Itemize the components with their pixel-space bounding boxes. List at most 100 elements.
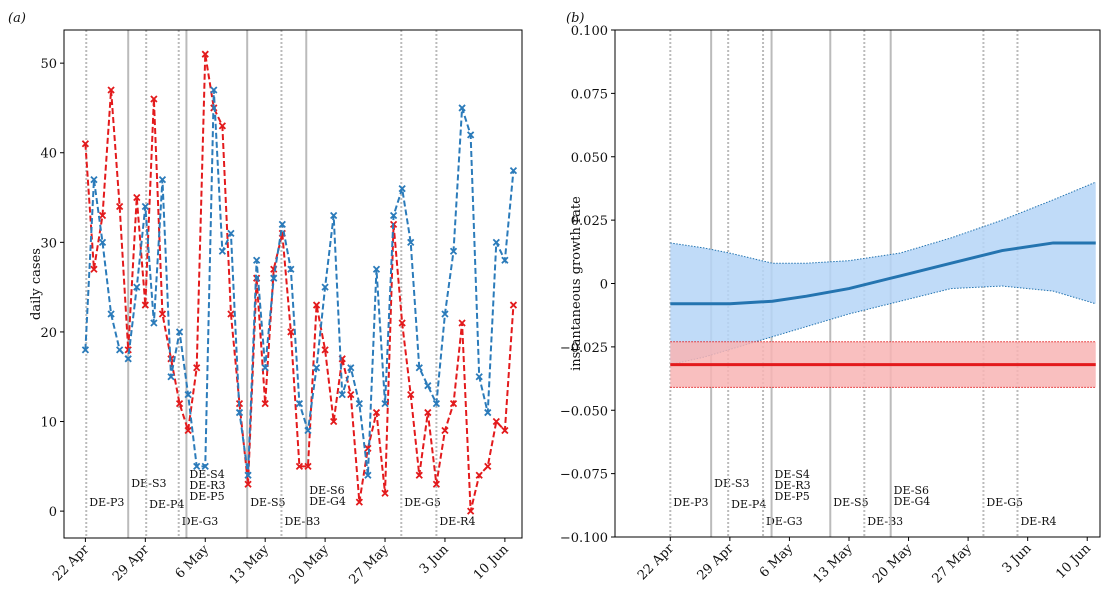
x-marker [484,408,492,417]
x-marker [184,426,192,435]
x-marker [321,283,329,291]
y-tick-label: −0.050 [560,404,608,419]
x-marker [347,364,355,372]
x-tick-label: 20 May [870,541,916,587]
event-label: DE-B3 [867,515,903,528]
event-label: DE-R3 [189,479,225,492]
x-marker [501,426,509,435]
x-marker [449,399,458,408]
y-tick-label: 0 [600,278,608,293]
x-marker [158,310,167,318]
x-marker [218,247,227,255]
event-label: DE-P5 [775,490,810,503]
y-tick-label: 0.100 [571,24,608,39]
x-marker [492,417,500,426]
x-marker [210,86,218,94]
x-marker [441,310,449,318]
event-label: DE-B3 [284,515,320,528]
x-marker [193,364,201,372]
x-marker [441,426,449,435]
x-marker [201,50,209,58]
event-label: DE-P3 [89,496,124,509]
event-label: DE-P4 [149,498,184,511]
event-label: DE-G3 [766,515,803,528]
x-marker [98,211,107,220]
x-marker [261,364,269,372]
x-tick-label: 13 May [810,541,856,587]
y-tick-label: 30 [40,236,57,251]
y-tick-label: 0 [49,505,57,520]
x-tick-label: 29 Apr [110,542,153,585]
event-label: DE-P5 [189,490,224,503]
y-axis-label: instantaneous growth rate [569,196,584,371]
x-marker [424,382,432,390]
y-tick-label: 50 [40,57,57,72]
x-marker [509,301,518,309]
x-marker [287,328,295,336]
x-tick-label: 27 May [930,541,976,587]
x-marker [509,167,518,175]
x-marker [398,184,406,193]
x-tick-label: 22 Apr [635,541,678,584]
event-label: DE-S3 [131,477,166,490]
x-marker [167,373,175,381]
x-marker [432,399,441,408]
x-marker [235,408,244,417]
x-marker [107,86,115,94]
x-marker [466,507,475,515]
x-marker [407,238,415,246]
x-marker [407,391,415,399]
x-marker [432,480,441,488]
x-marker [381,489,389,497]
event-label: DE-S5 [833,496,868,509]
x-marker [475,373,483,381]
event-label: DE-S4 [189,468,224,481]
x-tick-label: 3 Jun [417,542,452,577]
x-marker [347,391,355,399]
event-label: DE-G5 [986,496,1023,509]
x-marker [398,319,406,327]
x-marker [175,399,184,408]
x-marker [415,364,423,372]
x-marker [124,346,132,354]
x-marker [90,175,98,184]
series-line [84,89,515,476]
series-line [84,54,515,512]
y-axis-label: daily cases [29,248,44,320]
x-tick-label: 27 May [347,542,393,588]
x-marker [501,256,509,264]
x-tick-label: 13 May [227,542,273,588]
x-marker [466,131,475,139]
x-marker [312,301,321,309]
x-marker [150,319,158,327]
y-tick-label: 40 [40,147,57,162]
x-marker [372,265,381,273]
event-label: DE-R3 [775,479,811,492]
event-label: DE-S6 [894,484,929,497]
event-label: DE-P4 [731,498,766,511]
x-marker [458,104,466,112]
x-marker [364,471,372,479]
x-marker [458,319,466,327]
y-tick-label: 10 [40,416,57,431]
x-marker [107,310,115,318]
x-marker [304,426,312,435]
x-marker [381,399,389,408]
y-tick-label: 20 [40,326,57,341]
x-marker [389,211,398,220]
x-marker [81,346,90,354]
x-marker [287,265,295,273]
x-marker [355,399,363,408]
x-marker [227,310,235,318]
x-marker [158,175,167,184]
x-tick-label: 6 May [757,541,797,581]
x-marker [90,265,98,273]
x-marker [321,346,329,354]
x-tick-label: 20 May [287,542,333,588]
x-marker [218,122,227,130]
y-tick-label: 0.050 [571,151,608,166]
x-tick-label: 10 Jun [1053,541,1094,582]
x-marker [338,391,346,399]
x-marker [252,256,261,264]
mean-line [670,241,1096,306]
